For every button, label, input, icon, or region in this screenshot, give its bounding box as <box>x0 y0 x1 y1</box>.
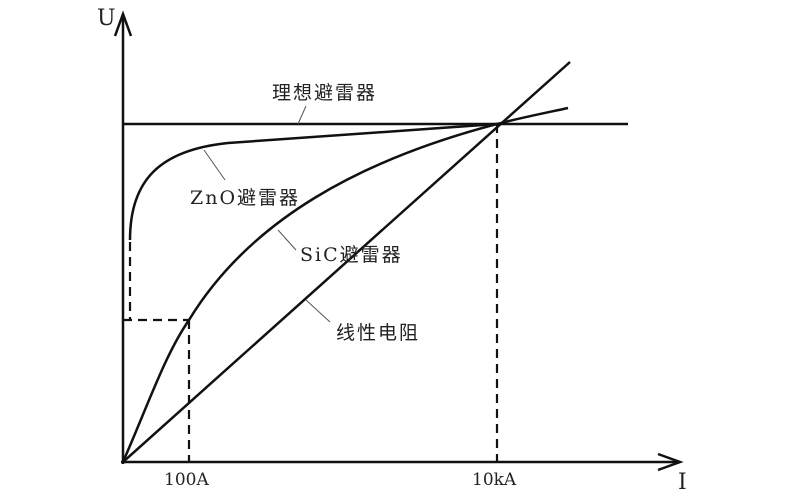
ideal-arrester-label: 理想避雷器 <box>272 82 378 104</box>
y-axis-arrow <box>113 10 133 37</box>
zno-leader <box>203 149 226 181</box>
linear-resistor-label: 线性电阻 <box>336 322 421 344</box>
sic-arrester-label: SiC避雷器 <box>300 244 403 266</box>
zno-arrester-curve <box>128 122 498 241</box>
sic-leader <box>277 229 297 251</box>
sic-arrester-curve <box>121 106 569 463</box>
tick-10ka: 10kA <box>472 470 517 490</box>
x-axis-label: I <box>678 470 687 495</box>
x-axis-arrow <box>657 452 684 472</box>
linear-leader <box>305 299 331 323</box>
zno-arrester-label: ZnO避雷器 <box>190 187 301 209</box>
ideal-leader <box>297 105 307 125</box>
y-axis-label: U <box>97 6 116 31</box>
tick-100a: 100A <box>164 470 209 490</box>
linear-resistor-line <box>122 61 571 463</box>
